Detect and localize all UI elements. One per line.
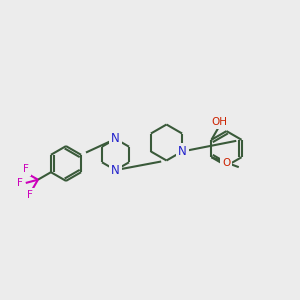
Text: N: N: [178, 145, 187, 158]
Text: F: F: [17, 178, 23, 188]
Text: OH: OH: [211, 117, 227, 127]
Text: N: N: [111, 164, 120, 177]
Text: N: N: [111, 132, 120, 146]
Text: O: O: [222, 158, 230, 167]
Text: F: F: [27, 190, 33, 200]
Text: F: F: [22, 164, 28, 174]
